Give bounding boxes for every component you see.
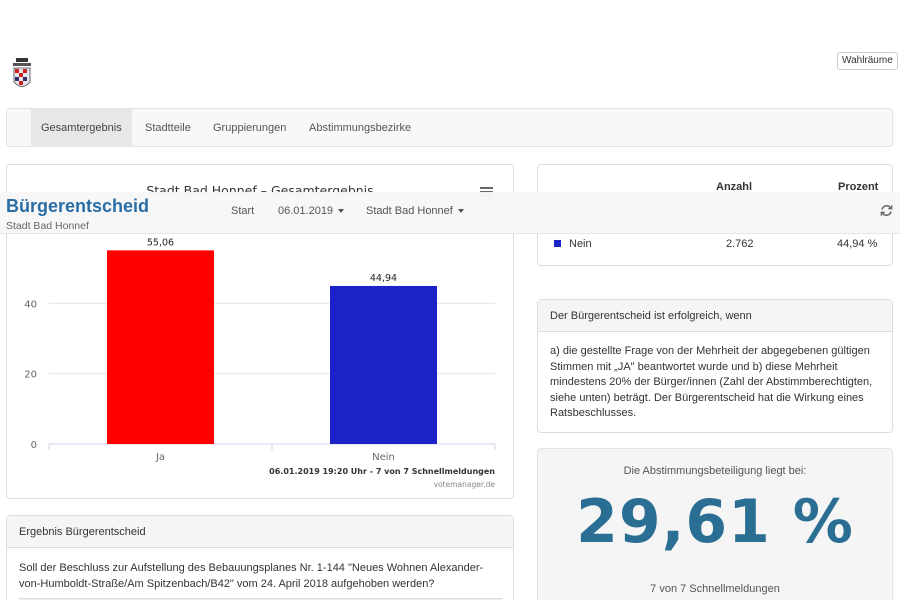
turnout-report-count: 7 von 7 Schnellmeldungen [650, 583, 780, 595]
wahlraeume-button[interactable]: Wahlräume [837, 52, 898, 70]
row-prozent-nein: 44,94 % [837, 238, 878, 250]
bar-ja [107, 250, 214, 444]
result-tabs: Gesamtergebnis Stadtteile Gruppierungen … [6, 108, 893, 147]
region-dropdown[interactable]: Stadt Bad Honnef [366, 205, 464, 217]
bar-chart: 0 20 40 55,06 Ja 44,94 Nein 06.01.2019 19:20 Uh… [24, 237, 496, 489]
nav-start-link[interactable]: Start [231, 205, 255, 217]
column-header-anzahl: Anzahl [716, 181, 753, 193]
y-tick-label: 40 [24, 299, 37, 310]
date-dropdown-label: 06.01.2019 [278, 205, 334, 217]
sticky-header: Bürgerentscheid Stadt Bad Honnef Start 0… [0, 192, 900, 234]
tab-gesamtergebnis[interactable]: Gesamtergebnis [31, 109, 132, 147]
region-dropdown-label: Stadt Bad Honnef [366, 205, 453, 217]
tab-stadtteile[interactable]: Stadtteile [145, 122, 191, 134]
success-criteria-panel: Der Bürgerentscheid ist erfolgreich, wen… [537, 299, 893, 433]
data-label: 44,94 [370, 273, 397, 284]
tab-gruppierungen[interactable]: Gruppierungen [213, 122, 287, 134]
row-anzahl-nein: 2.762 [726, 238, 754, 250]
chevron-down-icon [457, 209, 464, 214]
result-question-heading: Ergebnis Bürgerentscheid [7, 516, 513, 548]
coat-of-arms-icon [13, 58, 31, 87]
success-criteria-heading: Der Bürgerentscheid ist erfolgreich, wen… [538, 300, 892, 332]
y-tick-label: 0 [31, 440, 37, 451]
x-tick-label: Ja [155, 452, 165, 463]
turnout-label: Die Abstimmungsbeteiligung liegt bei: [623, 465, 807, 477]
refresh-icon[interactable] [880, 204, 893, 217]
legend-color-nein [554, 240, 561, 247]
result-question-text: Soll der Beschluss zur Aufstellung des B… [19, 562, 484, 590]
turnout-value: 29,61 % [576, 487, 854, 557]
x-tick-label: Nein [372, 452, 395, 463]
result-divider [19, 598, 503, 600]
data-label: 55,06 [147, 237, 174, 248]
app-brand[interactable]: Bürgerentscheid [6, 196, 150, 216]
chart-credit: votemanager.de [434, 480, 496, 489]
date-dropdown[interactable]: 06.01.2019 [278, 205, 345, 217]
column-header-prozent: Prozent [838, 181, 879, 193]
row-label-nein: Nein [569, 238, 592, 250]
chart-footer: 06.01.2019 19:20 Uhr - 7 von 7 Schnellme… [269, 467, 495, 476]
y-tick-label: 20 [24, 370, 37, 381]
result-question-panel: Ergebnis Bürgerentscheid Soll der Beschl… [6, 515, 514, 600]
success-criteria-text: a) die gestellte Frage von der Mehrheit … [550, 345, 873, 419]
chevron-down-icon [338, 209, 345, 214]
brand-subtitle: Stadt Bad Honnef [6, 220, 89, 232]
bar-nein [330, 285, 437, 444]
tab-abstimmungsbezirke[interactable]: Abstimmungsbezirke [309, 122, 412, 134]
turnout-panel: Die Abstimmungsbeteiligung liegt bei: 29… [537, 448, 893, 600]
